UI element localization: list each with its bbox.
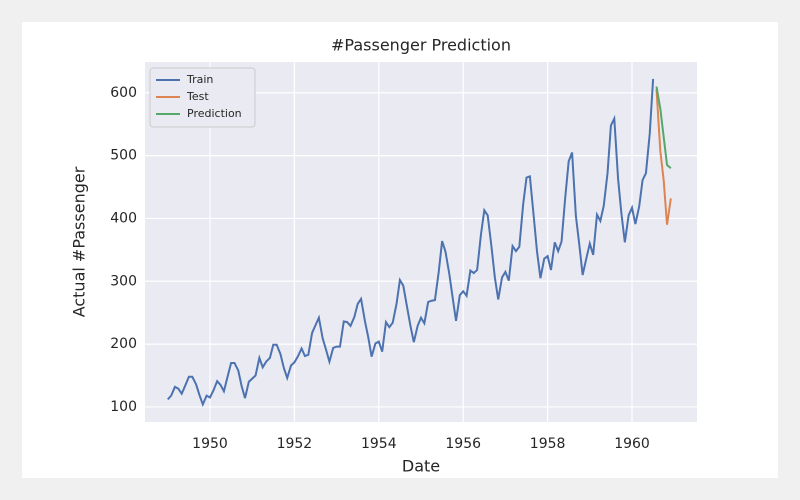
y-tick-label: 100 bbox=[110, 399, 137, 415]
series-line bbox=[655, 88, 672, 225]
x-tick-label: 1956 bbox=[445, 436, 481, 452]
x-axis-label: Date bbox=[402, 457, 440, 476]
x-tick-label: 1954 bbox=[361, 436, 397, 452]
legend: Train Test Prediction bbox=[149, 67, 256, 128]
series-line bbox=[167, 78, 655, 408]
series-line bbox=[655, 86, 672, 169]
y-tick-label: 400 bbox=[110, 210, 137, 226]
x-tick-label: 1960 bbox=[614, 436, 650, 452]
legend-label: Test bbox=[186, 90, 209, 103]
legend-label: Train bbox=[186, 73, 213, 86]
x-tick-label: 1950 bbox=[192, 436, 228, 452]
y-tick-label: 500 bbox=[110, 148, 137, 164]
x-tick-label: 1952 bbox=[277, 436, 313, 452]
legend-box bbox=[149, 67, 256, 128]
x-tick-label: 1958 bbox=[530, 436, 566, 452]
y-tick-label: 300 bbox=[110, 273, 137, 289]
legend-label: Prediction bbox=[187, 107, 242, 120]
chart-title: #Passenger Prediction bbox=[331, 36, 511, 55]
y-axis-label: Actual #Passenger bbox=[70, 166, 89, 317]
y-tick-label: 200 bbox=[110, 336, 137, 352]
y-tick-label: 600 bbox=[110, 85, 137, 101]
